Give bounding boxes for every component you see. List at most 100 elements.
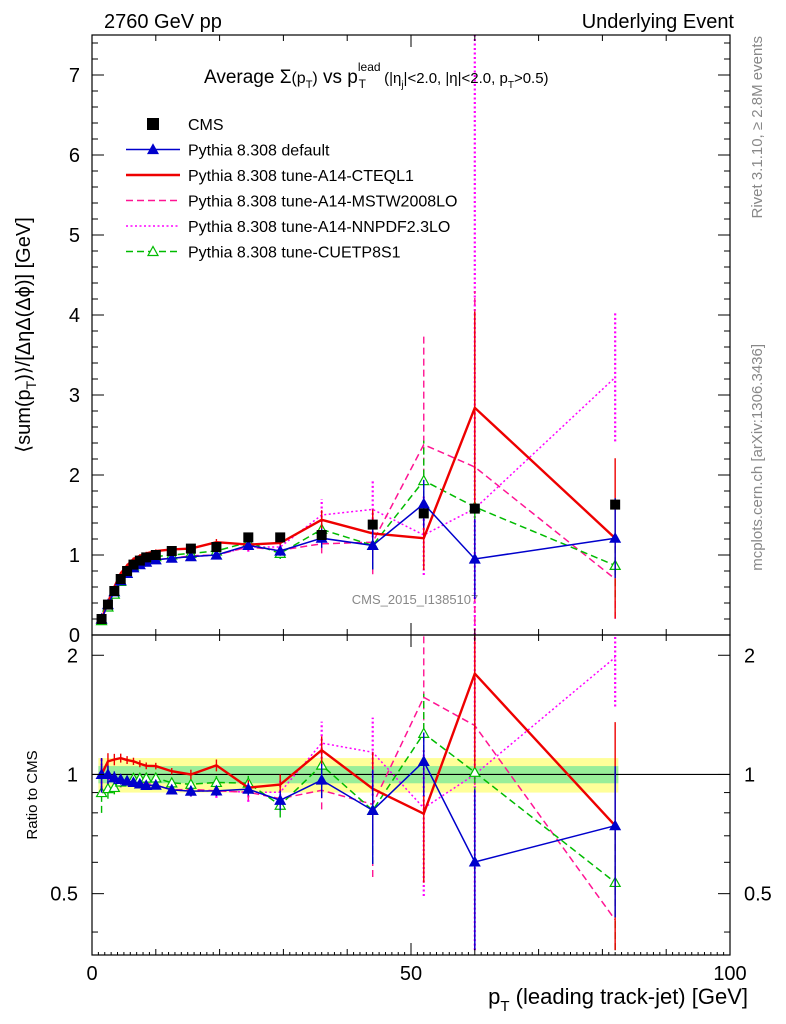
data-point-cms: [275, 532, 286, 543]
main-series-group: [95, 35, 622, 635]
point-pythia-8-308-default: [242, 539, 255, 551]
x-tick-label: 100: [713, 963, 746, 985]
y-tick-label: 7: [69, 65, 80, 87]
point-pythia-8-308-default: [274, 544, 287, 556]
legend-marker-pythia-8-308-default: [146, 143, 160, 155]
data-point-cms: [96, 614, 107, 624]
ylabel-open: ⟨sum(p: [13, 389, 35, 452]
xlabel-sub: T: [500, 998, 509, 1015]
y-tick-label: 6: [69, 145, 80, 167]
data-point-cms: [185, 543, 196, 554]
title-cuts-1: (|η: [380, 70, 401, 87]
point-pythia-8-308-default: [184, 550, 197, 562]
ratio-series-group: [95, 635, 622, 951]
data-point-cms: [150, 550, 161, 560]
point-pythia-8-308-default: [165, 551, 178, 563]
ratio-series-line-pythia-8-308-tune-a14-mstw2008lo: [101, 696, 616, 921]
analysis-watermark: CMS_2015_I1385107: [352, 592, 479, 607]
ratio-y-tick-label: 0.5: [50, 884, 78, 906]
title-pre: Average: [204, 67, 280, 88]
point-pythia-8-308-default: [609, 531, 622, 543]
legend-label-pythia-8-308-tune-a14-mstw2008lo: Pythia 8.308 tune-A14-MSTW2008LO: [188, 194, 457, 211]
ylabel-close: )⟩/[ΔηΔ(Δϕ)] [GeV]: [13, 217, 35, 381]
ratio-plot-area: [95, 635, 622, 951]
x-tick-label: 0: [86, 963, 97, 985]
data-point-cms: [115, 574, 126, 584]
legend-marker-cms: [147, 118, 159, 130]
title-pt-sub: T: [306, 79, 313, 91]
ratio-point-pythia-8-308-default: [315, 773, 328, 785]
title-cuts-sub-j: j: [400, 80, 403, 91]
ratio-y-tick-label-right: 0.5: [744, 884, 772, 906]
ratio-point-pythia-8-308-tune-cuetp8s1: [468, 766, 481, 777]
ratio-point-pythia-8-308-default: [108, 771, 121, 783]
ratio-point-pythia-8-308-default: [127, 776, 140, 788]
ratio-point-pythia-8-308-default: [242, 782, 255, 794]
data-point-cms: [610, 499, 621, 510]
point-pythia-8-308-default: [210, 548, 223, 560]
ratio-y-tick-label: 1: [67, 764, 78, 786]
header-energy-label: 2760 GeV pp: [104, 11, 222, 33]
data-point-cms: [316, 530, 327, 540]
ratio-point-pythia-8-308-default: [101, 768, 114, 780]
ratio-point-pythia-8-308-default: [210, 784, 223, 796]
rivet-version-label: Rivet 3.1.10, ≥ 2.8M events: [749, 36, 766, 219]
data-point-cms: [243, 532, 254, 543]
xlabel-p: p: [488, 984, 500, 1009]
ratio-series-line-pythia-8-308-tune-cuetp8s1: [101, 732, 616, 884]
ratio-point-pythia-8-308-default: [165, 783, 178, 795]
ratio-y-tick-label-right: 2: [744, 645, 755, 667]
data-point-cms: [122, 566, 133, 576]
ylabel-sub: T: [23, 380, 39, 389]
point-pythia-8-308-default: [417, 497, 430, 509]
x-tick-label: 50: [400, 963, 422, 985]
ratio-point-pythia-8-308-tune-cuetp8s1: [108, 781, 121, 793]
header-process-label: Underlying Event: [582, 11, 735, 33]
main-y-axis-label: ⟨sum(pT)⟩/[ΔηΔ(Δϕ)] [GeV]: [13, 217, 39, 452]
ratio-point-pythia-8-308-default: [121, 774, 134, 786]
chart-title: Average Σ(pT) vs plead T (|ηj|<2.0, |η|<2…: [204, 60, 549, 91]
title-lead-sub: T: [359, 77, 367, 91]
ratio-y-axis-label: Ratio to CMS: [24, 750, 41, 839]
ratio-point-pythia-8-308-default: [133, 777, 146, 789]
axes: 0 50 100 0 1 2 3 4 5 6 7 0.5 0.5 1 1 2 2: [50, 34, 772, 985]
title-vs: vs p: [318, 67, 358, 88]
ratio-point-pythia-8-308-default: [609, 819, 622, 831]
y-tick-label: 5: [69, 225, 80, 247]
x-axis-label: pT (leading track-jet) [GeV]: [488, 984, 748, 1015]
legend-label-pythia-8-308-tune-a14-cteql1: Pythia 8.308 tune-A14-CTEQL1: [188, 168, 414, 185]
xlabel-rest: (leading track-jet) [GeV]: [510, 984, 748, 1009]
ratio-uncertainty-band: [92, 758, 730, 793]
data-point-cms: [128, 559, 139, 570]
mcplots-label: mcplots.cern.ch [arXiv:1306.3436]: [749, 344, 766, 571]
legend-label-cms: CMS: [188, 117, 224, 134]
data-point-cms: [166, 546, 177, 556]
y-tick-label: 2: [69, 465, 80, 487]
title-pt-close: ): [312, 70, 317, 87]
series-line-pythia-8-308-tune-a14-nnpdf2-3lo: [100, 376, 616, 620]
y-tick-label: 4: [69, 305, 80, 327]
legend-label-pythia-8-308-tune-a14-nnpdf2-3lo: Pythia 8.308 tune-A14-NNPDF2.3LO: [188, 219, 450, 236]
ratio-point-pythia-8-308-default: [114, 773, 127, 785]
ratio-point-pythia-8-308-default: [184, 784, 197, 796]
title-sigma: Σ: [280, 67, 292, 88]
ratio-point-pythia-8-308-default: [149, 778, 162, 790]
legend-marker-pythia-8-308-tune-cuetp8s1: [146, 245, 160, 257]
title-lead-sup: lead: [358, 60, 381, 74]
data-point-cms: [211, 542, 222, 552]
ratio-point-pythia-8-308-default: [274, 794, 287, 805]
title-pt-open: (p: [291, 70, 305, 87]
data-point-cms: [134, 555, 145, 566]
data-point-cms: [469, 503, 480, 514]
ratio-point-pythia-8-308-default: [417, 755, 430, 766]
series-line-pythia-8-308-tune-a14-cteql1: [100, 405, 616, 620]
ratio-point-pythia-8-308-default: [366, 804, 379, 815]
ratio-series-line-pythia-8-308-tune-a14-cteql1: [100, 671, 617, 827]
data-point-cms: [418, 508, 429, 519]
data-point-cms: [102, 599, 113, 610]
title-cuts-3: >0.5): [514, 70, 549, 87]
title-cuts-sub-t: T: [508, 80, 514, 91]
ratio-point-pythia-8-308-default: [468, 855, 481, 867]
title-cuts-2: |<2.0, |η|<2.0, p: [404, 70, 508, 87]
